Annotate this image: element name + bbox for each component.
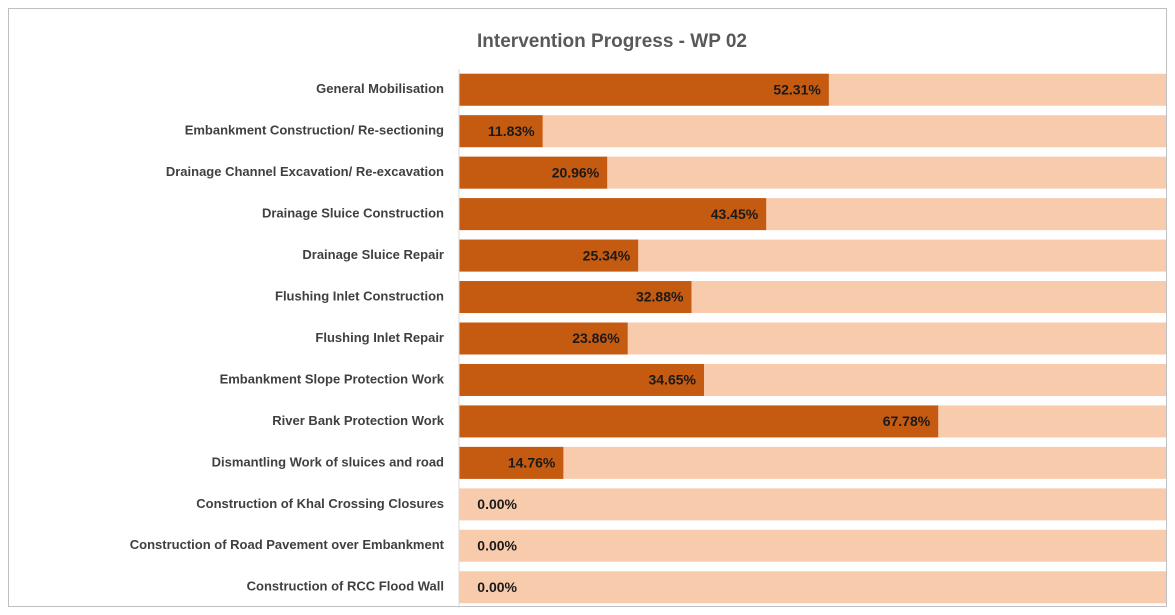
data-label: 0.00% xyxy=(477,579,517,595)
y-tick-label: Drainage Channel Excavation/ Re-excavati… xyxy=(166,164,444,179)
data-label: 67.78% xyxy=(883,413,931,429)
data-label: 25.34% xyxy=(583,247,631,263)
bar-background xyxy=(459,115,1166,148)
data-label: 0.00% xyxy=(477,496,517,512)
bar xyxy=(459,322,628,355)
data-label: 0.00% xyxy=(477,538,517,554)
bar xyxy=(459,115,543,148)
bar-background xyxy=(459,529,1166,562)
data-label: 32.88% xyxy=(636,289,684,305)
y-tick-label: Embankment Construction/ Re-sectioning xyxy=(185,123,444,138)
data-label: 34.65% xyxy=(648,372,696,388)
bar xyxy=(459,446,564,479)
chart-title: Intervention Progress - WP 02 xyxy=(477,31,747,52)
data-label: 20.96% xyxy=(552,164,600,180)
y-tick-label: Flushing Inlet Repair xyxy=(315,330,444,345)
y-tick-label: Construction of Road Pavement over Emban… xyxy=(130,537,445,552)
y-tick-label: Dismantling Work of sluices and road xyxy=(212,454,444,469)
y-tick-label: Drainage Sluice Repair xyxy=(302,247,444,262)
bar-background xyxy=(459,488,1166,521)
data-label: 14.76% xyxy=(508,455,556,471)
bar xyxy=(459,281,692,314)
y-tick-label: Construction of RCC Flood Wall xyxy=(247,579,444,594)
bar xyxy=(459,156,608,189)
data-label: 23.86% xyxy=(572,330,620,346)
bar xyxy=(459,405,939,438)
bar xyxy=(459,363,704,396)
bar xyxy=(459,198,767,231)
data-label: 43.45% xyxy=(711,206,759,222)
y-tick-label: Drainage Sluice Construction xyxy=(262,206,444,221)
data-label: 11.83% xyxy=(488,123,535,139)
y-tick-label: River Bank Protection Work xyxy=(272,413,444,428)
y-tick-label: General Mobilisation xyxy=(316,81,444,96)
bar xyxy=(459,73,829,106)
bar xyxy=(459,239,639,272)
data-label: 52.31% xyxy=(773,81,821,97)
bar-background xyxy=(459,571,1166,604)
bar-background xyxy=(459,446,1166,479)
y-tick-label: Embankment Slope Protection Work xyxy=(220,371,445,386)
y-tick-label: Flushing Inlet Construction xyxy=(275,288,444,303)
y-tick-label: Construction of Khal Crossing Closures xyxy=(196,496,444,511)
